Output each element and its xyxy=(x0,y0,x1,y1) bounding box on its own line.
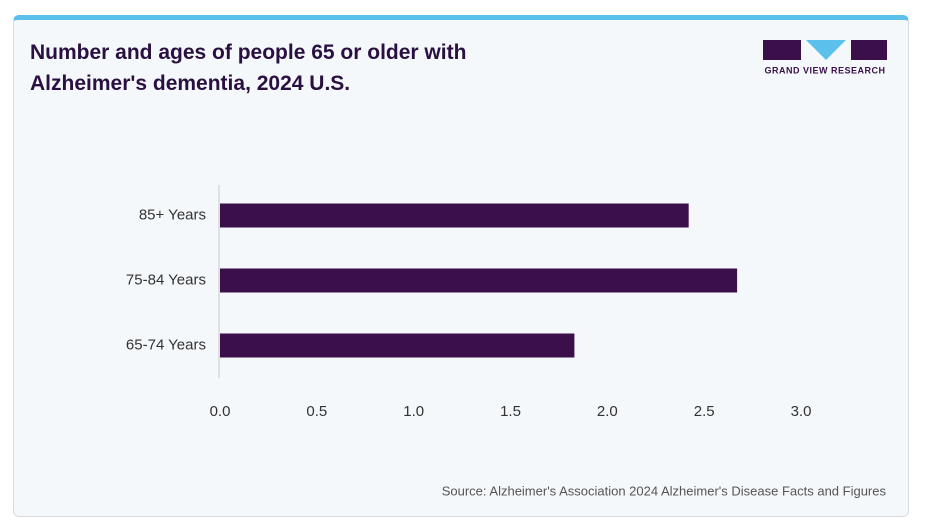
x-tick-label: 1.0 xyxy=(403,403,424,420)
x-tick-label: 2.5 xyxy=(694,403,715,420)
brand: GRAND VIEW RESEARCH xyxy=(764,65,885,75)
x-tick-label: 1.5 xyxy=(500,403,521,420)
bar xyxy=(220,268,738,293)
source: Source: Alzheimer's Association 2024 Alz… xyxy=(442,483,887,498)
bar xyxy=(220,333,575,358)
y-tick-label: 75-84 Years xyxy=(126,271,206,288)
chart-title: Number and ages of people 65 or older wi… xyxy=(30,41,467,95)
logo xyxy=(763,40,887,60)
logo-triangle xyxy=(806,40,846,60)
x-tick-label: 2.0 xyxy=(597,403,618,420)
y-tick-label: 85+ Years xyxy=(139,206,206,223)
x-tick-label: 3.0 xyxy=(791,403,812,420)
logo-block xyxy=(851,40,887,60)
logo-block xyxy=(763,40,801,60)
card xyxy=(13,15,909,517)
x-tick-label: 0.5 xyxy=(306,403,327,420)
bar xyxy=(220,203,689,228)
y-tick-label: 65-74 Years xyxy=(126,336,206,353)
x-tick-label: 0.0 xyxy=(210,403,231,420)
